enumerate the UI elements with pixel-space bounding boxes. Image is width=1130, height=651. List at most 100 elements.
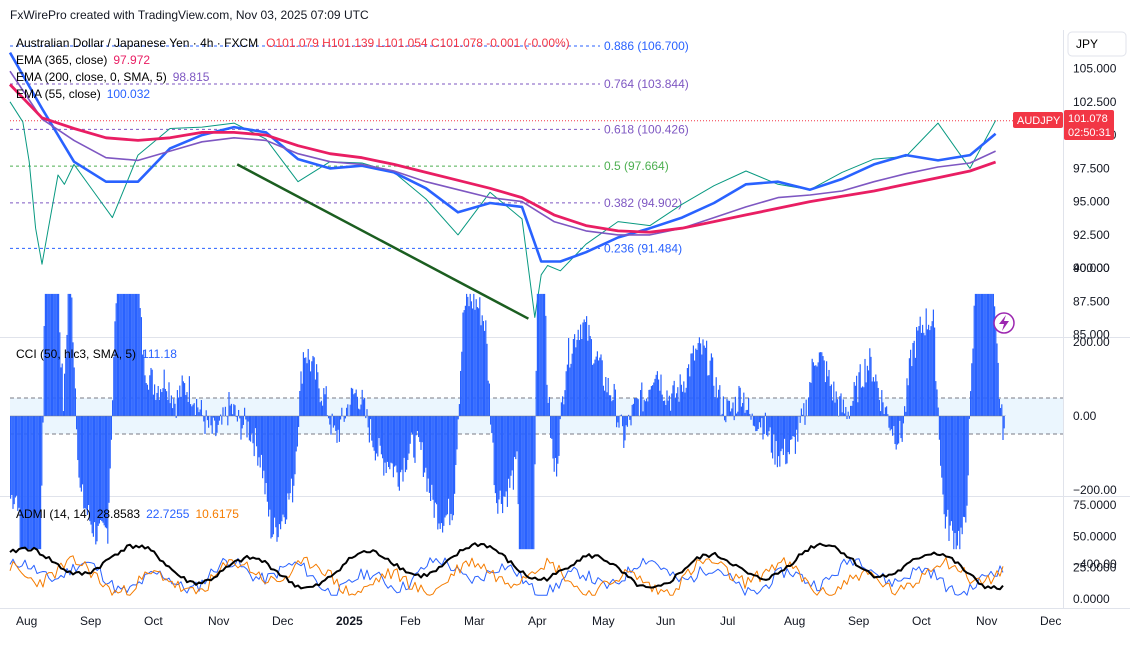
cci-bar xyxy=(620,414,622,416)
cci-bar xyxy=(763,416,765,435)
cci-bar xyxy=(102,416,104,523)
cci-bar xyxy=(845,407,847,416)
cci-bar xyxy=(503,416,505,497)
fib-label: 0.886 (106.700) xyxy=(604,39,689,53)
time-tick-label: Dec xyxy=(1040,614,1061,628)
cci-bar xyxy=(398,416,400,491)
cci-bar xyxy=(539,293,541,416)
cci-bar xyxy=(108,416,110,503)
cci-bar xyxy=(116,293,118,416)
cci-bar xyxy=(163,369,165,416)
cci-bar xyxy=(830,384,832,416)
cci-bar xyxy=(652,385,654,416)
cci-bar xyxy=(372,416,374,448)
cci-bar xyxy=(841,412,843,416)
trendline[interactable] xyxy=(236,163,529,320)
cci-bar xyxy=(827,376,829,416)
cci-bar xyxy=(988,293,990,416)
cci-bar xyxy=(469,293,471,416)
cci-bar xyxy=(875,374,877,416)
cci-bar xyxy=(140,317,142,416)
cci-bar xyxy=(330,416,332,435)
cci-bar xyxy=(781,416,783,449)
cci-bar xyxy=(912,342,914,416)
cci-bar xyxy=(968,416,970,419)
cci-bar xyxy=(217,416,219,425)
cci-bar xyxy=(436,416,438,505)
cci-bar xyxy=(556,416,558,477)
cci-bar xyxy=(456,416,458,450)
cci-bar xyxy=(572,338,574,416)
cci-bar xyxy=(542,293,544,416)
cci-bar xyxy=(178,397,180,416)
cci-bar xyxy=(534,416,536,465)
cci-bar xyxy=(13,416,15,505)
cci-bar xyxy=(482,321,484,416)
legend-ema200: EMA (200, close, 0, SMA, 5) 98.815 xyxy=(16,70,210,84)
cci-bar xyxy=(944,416,946,529)
cci-bar xyxy=(68,293,70,416)
cci-bar xyxy=(409,416,411,444)
cci-bar xyxy=(942,416,944,495)
cci-bar xyxy=(593,363,595,416)
cci-bar xyxy=(857,402,859,416)
legend-cci: CCI (50, hlc3, SMA, 5) 111.18 xyxy=(16,347,177,361)
cci-bar xyxy=(730,411,732,416)
symbol-tag xyxy=(1013,112,1063,128)
currency-button[interactable] xyxy=(1067,31,1127,57)
cci-bar xyxy=(203,416,205,422)
cci-bar xyxy=(660,374,662,416)
cci-bar xyxy=(200,400,202,416)
cci-bar xyxy=(497,416,499,514)
cci-tick-label: −200.00 xyxy=(1073,483,1117,497)
cci-bar xyxy=(749,413,751,416)
cci-bar xyxy=(197,407,199,416)
cci-bar xyxy=(61,363,63,416)
cci-bar xyxy=(689,376,691,416)
cci-bar xyxy=(426,416,428,492)
cci-bar xyxy=(953,416,955,550)
cci-bar xyxy=(311,361,313,416)
cci-bar xyxy=(936,389,938,416)
chart-header: FxWirePro created with TradingView.com, … xyxy=(10,8,369,22)
cci-bar xyxy=(319,402,321,416)
cci-bar xyxy=(78,416,80,478)
cci-bar xyxy=(438,416,440,524)
cci-bar xyxy=(557,416,559,464)
cci-bar xyxy=(802,414,804,416)
cci-bar xyxy=(510,416,512,476)
cci-bar xyxy=(566,364,568,416)
time-tick-label: Oct xyxy=(144,614,163,628)
cci-bar xyxy=(305,357,307,416)
cci-bar xyxy=(822,356,824,416)
cci-bar xyxy=(402,416,404,482)
cci-bar xyxy=(516,416,518,452)
cci-bar xyxy=(569,367,571,416)
cci-bar xyxy=(365,416,367,419)
cci-bar xyxy=(858,372,860,416)
cci-bar xyxy=(172,408,174,416)
cci-bar xyxy=(618,416,620,428)
cci-bar xyxy=(306,363,308,416)
cci-bar xyxy=(343,416,345,422)
cci-bar xyxy=(151,369,153,416)
cci-bar xyxy=(192,404,194,416)
cci-tick-label: −400.00 xyxy=(1073,557,1117,571)
cci-bar xyxy=(247,416,249,422)
cci-bar xyxy=(467,296,469,416)
cci-bar xyxy=(228,392,230,416)
fib-label: 0.618 (100.426) xyxy=(604,122,689,136)
cci-bar xyxy=(630,416,632,426)
cci-bar xyxy=(583,319,585,416)
cci-bar xyxy=(659,390,661,416)
cci-bar xyxy=(518,416,520,550)
cci-bar xyxy=(288,416,290,500)
cci-bar xyxy=(79,416,81,488)
cci-bar xyxy=(47,293,49,416)
cci-bar xyxy=(449,416,451,526)
cci-bar xyxy=(587,340,589,416)
cci-bar xyxy=(784,416,786,439)
cci-bar xyxy=(818,352,820,416)
cci-bar xyxy=(202,415,204,416)
